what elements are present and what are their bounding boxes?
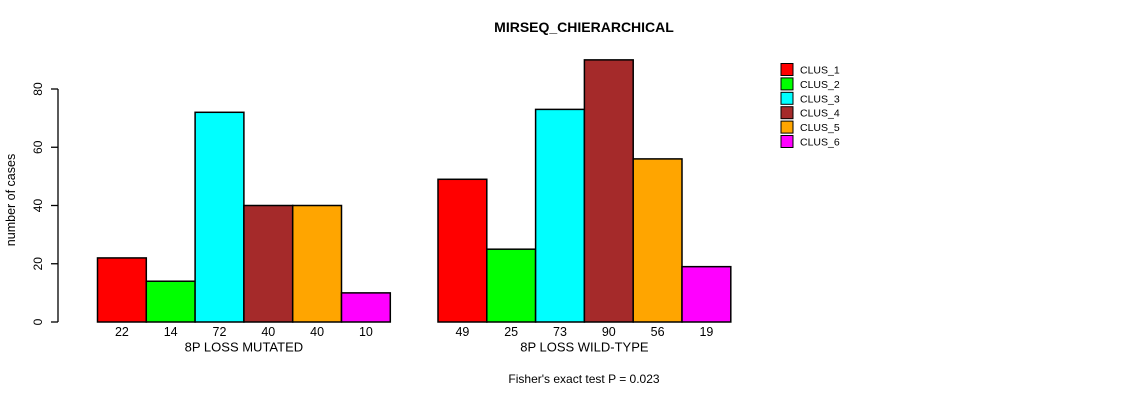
- bar-value-label: 40: [261, 325, 275, 339]
- bar-clus_1: [437, 178, 488, 323]
- fisher-test-annotation: Fisher's exact test P = 0.023: [508, 372, 659, 386]
- y-tick-label: 80: [31, 82, 45, 96]
- legend-swatch-clus_3: [780, 91, 794, 105]
- bar-value-label: 40: [310, 325, 324, 339]
- bar-value-label: 22: [115, 325, 129, 339]
- bar-value-label: 49: [455, 325, 469, 339]
- legend-swatch-clus_2: [780, 77, 794, 91]
- legend: CLUS_1 CLUS_2 CLUS_3 CLUS_4 CLUS_5 CLUS_6: [780, 63, 840, 149]
- bar-value-labels-group: 22 49 14 25 72 73 40 90 40 56 10 19: [115, 325, 713, 339]
- legend-label: CLUS_2: [800, 79, 840, 91]
- legend-swatch-clus_1: [780, 63, 794, 76]
- legend-item: CLUS_5: [780, 120, 840, 134]
- bar-clus_4: [243, 204, 294, 323]
- legend-label: CLUS_5: [800, 122, 840, 134]
- bar-clus_3: [194, 111, 245, 323]
- legend-item: CLUS_2: [780, 77, 840, 91]
- y-tick-label: 40: [31, 199, 45, 213]
- bar-value-label: 56: [651, 325, 665, 339]
- legend-label: CLUS_4: [800, 108, 840, 120]
- bar-clus_5: [291, 204, 343, 323]
- legend-swatch-clus_5: [780, 120, 794, 134]
- bar-value-label: 73: [553, 325, 567, 339]
- legend-item: CLUS_6: [780, 135, 840, 149]
- chart-title: MIRSEQ_CHIERARCHICAL: [494, 19, 674, 35]
- bars-group: [96, 59, 732, 323]
- bar-clus_2: [486, 248, 537, 323]
- y-axis: 0 20 40 60 80: [31, 82, 59, 325]
- y-tick-label: 60: [31, 140, 45, 154]
- bar-clus_6: [340, 292, 392, 323]
- legend-swatch-clus_4: [780, 106, 794, 120]
- y-axis-label: number of cases: [4, 154, 18, 246]
- bar-clus_3: [534, 108, 586, 323]
- bar-clus_2: [145, 280, 196, 323]
- bar-value-label: 14: [164, 325, 178, 339]
- bar-value-label: 90: [602, 325, 616, 339]
- bar-clus_1: [96, 257, 148, 323]
- legend-item: CLUS_1: [780, 63, 840, 77]
- legend-item: CLUS_4: [780, 106, 840, 120]
- group-label-wildtype: 8P LOSS WILD-TYPE: [520, 340, 649, 355]
- bar-value-label: 72: [213, 325, 227, 339]
- y-tick-label: 20: [31, 257, 45, 271]
- legend-item: CLUS_3: [780, 91, 840, 105]
- bar-clus_6: [681, 265, 732, 323]
- bar-value-label: 25: [504, 325, 518, 339]
- legend-swatch-clus_6: [780, 135, 794, 148]
- bar-clus_4: [583, 59, 634, 323]
- legend-label: CLUS_6: [800, 137, 840, 149]
- legend-label: CLUS_3: [800, 93, 840, 105]
- legend-label: CLUS_1: [800, 65, 840, 77]
- bar-value-label: 19: [699, 325, 713, 339]
- group-label-mutated: 8P LOSS MUTATED: [185, 340, 303, 355]
- bar-value-label: 10: [359, 325, 373, 339]
- bar-clus_5: [632, 158, 683, 323]
- y-tick-label: 0: [31, 318, 45, 325]
